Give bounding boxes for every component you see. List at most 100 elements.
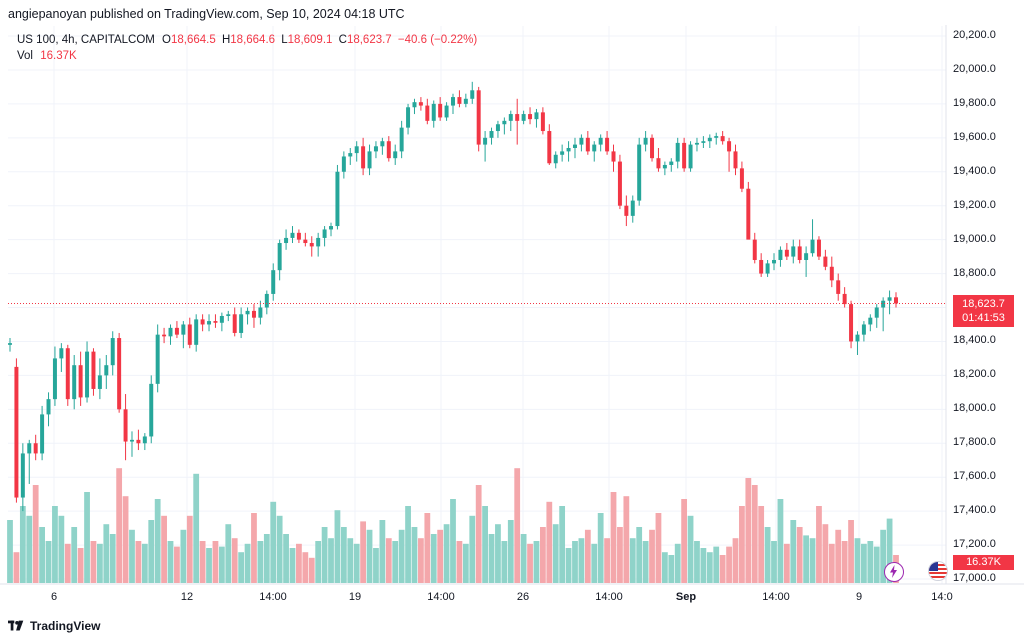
candle-body	[373, 146, 378, 152]
open-label: O	[162, 34, 171, 46]
volume-bar	[437, 529, 444, 583]
volume-bar	[559, 506, 566, 583]
volume-bar	[26, 515, 33, 583]
volume-bar	[886, 518, 893, 583]
candle-body	[894, 297, 898, 304]
volume-bar	[270, 501, 277, 583]
candle-body	[810, 239, 815, 254]
candle-body	[861, 324, 866, 335]
candlestick-chart[interactable]	[0, 25, 1024, 590]
volume-bar	[180, 529, 187, 583]
volume-bars	[7, 468, 899, 583]
candle-body	[329, 226, 334, 230]
candle-body	[470, 90, 475, 99]
candle-body	[842, 293, 847, 305]
volume-bar	[64, 543, 71, 583]
close-label: C	[338, 34, 347, 46]
candle-body	[547, 131, 552, 164]
volume-bar	[39, 527, 45, 583]
volume-bar	[584, 529, 591, 583]
chart-grid	[8, 26, 946, 584]
candle-body	[515, 114, 520, 121]
volume-bar	[263, 534, 270, 583]
volume-bar	[315, 541, 322, 583]
candle-body	[110, 338, 115, 366]
volume-bar	[186, 515, 193, 583]
candle-body	[823, 256, 828, 267]
price-tick-label: 20,000.0	[953, 62, 996, 75]
volume-bar	[424, 513, 431, 583]
candle-body	[540, 112, 545, 132]
volume-bar	[385, 538, 392, 583]
candle-body	[316, 237, 321, 247]
candle-body	[707, 137, 712, 142]
price-tick-label: 17,400.0	[953, 504, 996, 517]
time-tick-label: 19	[348, 591, 362, 603]
candle-body	[431, 103, 436, 121]
candle-body	[251, 310, 256, 318]
candle-body	[495, 124, 500, 132]
price-tick-label: 19,200.0	[953, 198, 996, 211]
volume-bar	[687, 515, 694, 583]
candle-body	[656, 158, 661, 169]
candle-body	[476, 90, 481, 145]
candle-body	[393, 151, 398, 159]
volume-bar	[777, 499, 784, 583]
volume-bar	[745, 478, 752, 583]
volume-bar	[854, 538, 861, 583]
time-tick-label: 14:00	[762, 591, 790, 603]
volume-bar	[739, 506, 745, 583]
candle-body	[457, 97, 462, 104]
volume-bar	[257, 541, 264, 583]
candle-body	[566, 147, 571, 152]
us-flag-icon[interactable]	[928, 561, 948, 581]
candle-body	[296, 232, 301, 240]
volume-bar	[251, 513, 257, 583]
candle-body	[181, 324, 186, 335]
volume-bar	[610, 492, 617, 583]
candle-body	[399, 127, 404, 152]
candle-body	[630, 200, 635, 216]
candle-body	[868, 317, 873, 325]
volume-bar	[462, 543, 469, 583]
volume-bar	[482, 506, 488, 583]
volume-bar	[796, 527, 803, 583]
volume-bar	[636, 527, 643, 583]
candle-body	[117, 338, 122, 410]
volume-bar	[726, 546, 732, 583]
volume-bar	[283, 534, 289, 583]
footer: TradingView	[8, 619, 100, 633]
volume-bar	[276, 515, 283, 583]
candle-body	[624, 205, 629, 216]
candle-body	[258, 307, 263, 318]
volume-bar	[469, 515, 476, 583]
price-tick-label: 17,600.0	[953, 470, 996, 483]
volume-bar	[495, 524, 501, 583]
volume-bar	[302, 552, 309, 583]
volume-bar	[565, 548, 572, 583]
volume-bar	[109, 534, 116, 583]
volume-bar	[231, 538, 238, 583]
volume-bar	[873, 546, 880, 583]
lightning-icon[interactable]	[884, 562, 904, 582]
candle-body	[784, 249, 789, 257]
candle-body	[187, 324, 192, 345]
volume-bar	[443, 524, 450, 583]
candle-body	[14, 366, 19, 498]
volume-bar	[289, 548, 296, 583]
volume-bar	[507, 520, 514, 583]
volume-bar	[655, 513, 662, 583]
candle-body	[772, 259, 777, 264]
volume-bar	[661, 552, 668, 583]
volume-bar	[218, 546, 225, 583]
volume-bar	[764, 527, 771, 583]
candle-body	[348, 153, 353, 157]
time-tick-label: 14:00	[427, 591, 455, 603]
volume-value: 16.37K	[40, 50, 77, 62]
volume-bar	[122, 496, 129, 583]
candle-body	[855, 334, 860, 342]
volume-bar	[668, 555, 675, 583]
price-candles	[8, 81, 898, 512]
candle-body	[739, 168, 744, 189]
volume-bar	[604, 538, 610, 583]
